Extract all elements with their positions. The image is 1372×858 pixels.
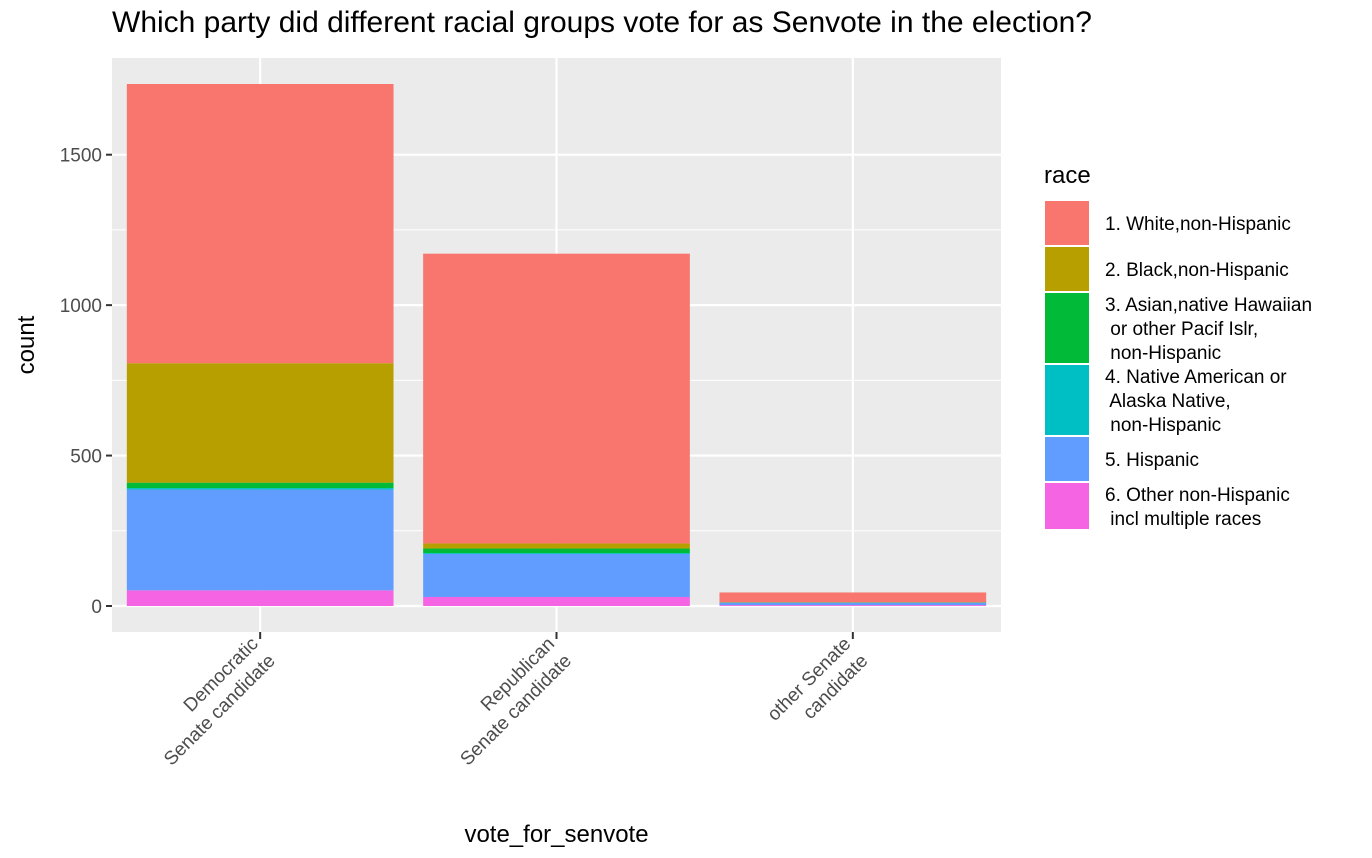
legend-key	[1045, 365, 1089, 435]
legend-title: race	[1044, 162, 1091, 189]
legend: race 1. White,non-Hispanic 2. Black,non-H…	[1044, 162, 1312, 530]
legend-label: 2. Black,non-Hispanic	[1105, 260, 1289, 281]
legend-key	[1045, 293, 1089, 363]
legend-label: 6. Other non-Hispanic incl multiple race…	[1105, 485, 1290, 530]
bar-segment	[126, 363, 394, 483]
legend-key	[1045, 437, 1089, 481]
legend-label: 5. Hispanic	[1105, 450, 1199, 471]
x-tick-label: DemocraticSenate candidate	[143, 634, 279, 770]
x-tick-label: RepublicanSenate candidate	[440, 634, 576, 770]
x-axis-title: vote_for_senvote	[464, 821, 648, 848]
y-axis-title: count	[13, 315, 40, 374]
bar-segment	[719, 605, 987, 606]
y-axis: 0 500 1000 1500	[60, 146, 112, 618]
bar-segment	[423, 553, 690, 554]
legend-key	[1045, 201, 1089, 245]
bar-segment	[126, 489, 394, 591]
legend-label: 4. Native American or Alaska Native, non…	[1105, 367, 1287, 436]
bar-segment	[126, 482, 394, 489]
bar-segment	[126, 84, 394, 364]
bar-segment	[719, 602, 987, 606]
y-tick-label: 500	[70, 447, 102, 468]
legend-label: 3. Asian,native Hawaiian or other Pacif …	[1105, 295, 1312, 364]
bars	[126, 84, 987, 606]
bar-segment	[423, 543, 690, 549]
legend-label: 1. White,non-Hispanic	[1105, 214, 1291, 235]
chart-title: Which party did different racial groups …	[112, 6, 1092, 39]
bar-segment	[423, 596, 690, 606]
bar-segment	[423, 553, 690, 597]
bar-segment	[126, 488, 394, 490]
x-tick-label: other Senatecandidate	[764, 634, 873, 743]
legend-key	[1045, 483, 1089, 529]
legend-key	[1045, 247, 1089, 291]
bar-segment	[126, 590, 394, 606]
bar-segment	[423, 253, 690, 544]
y-tick-label: 1000	[60, 296, 102, 317]
y-tick-label: 0	[91, 597, 102, 618]
y-tick-label: 1500	[60, 146, 102, 167]
x-axis: DemocraticSenate candidate RepublicanSena…	[143, 632, 873, 770]
bar-segment	[423, 548, 690, 554]
bar-segment	[719, 592, 987, 603]
